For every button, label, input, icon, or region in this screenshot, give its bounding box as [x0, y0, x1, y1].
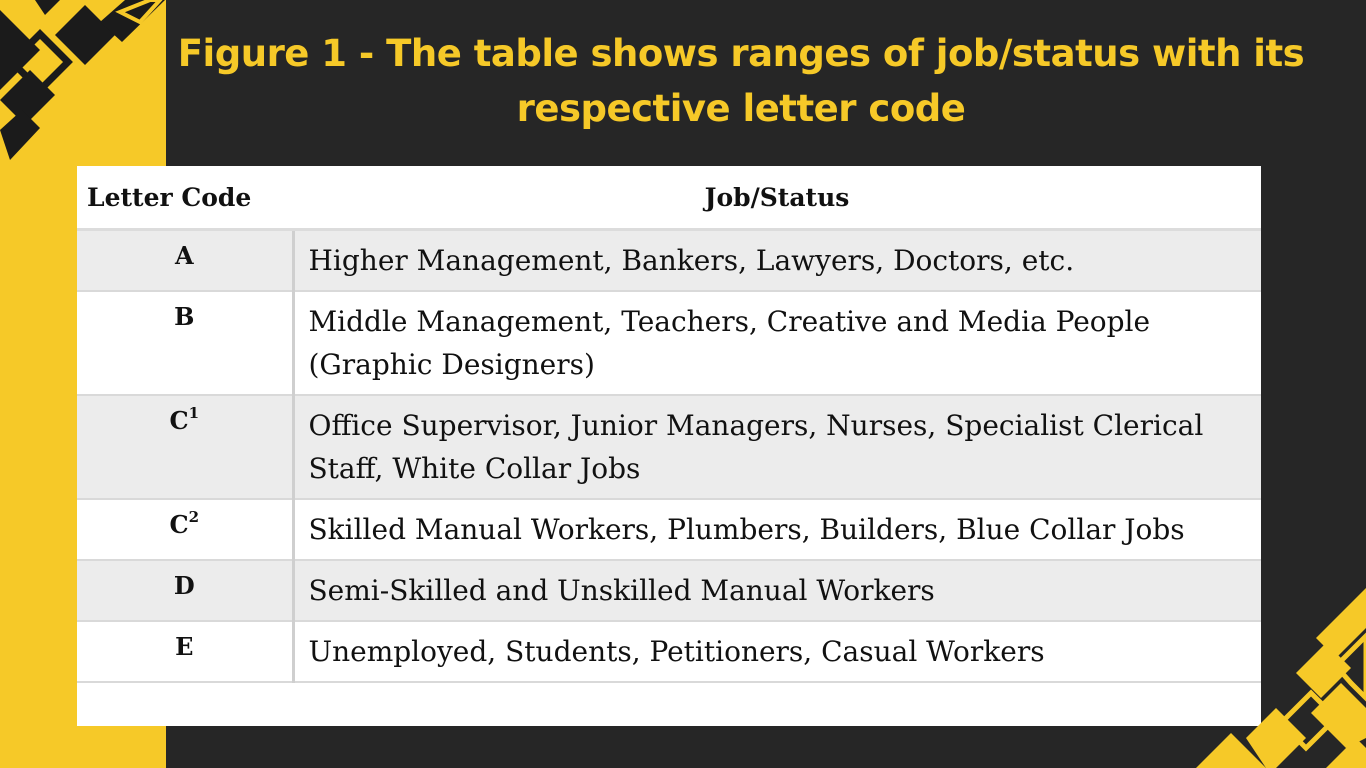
job-status-cell: Unemployed, Students, Petitioners, Casua…: [293, 621, 1261, 683]
geometric-decoration-top-left: [0, 0, 165, 160]
header-letter-code: Letter Code: [77, 166, 293, 231]
table-header-row: Letter Code Job/Status: [77, 166, 1261, 231]
job-status-cell: Office Supervisor, Junior Managers, Nurs…: [293, 395, 1261, 500]
header-job-status: Job/Status: [293, 166, 1261, 231]
job-status-cell: Higher Management, Bankers, Lawyers, Doc…: [293, 229, 1261, 292]
table-row: A Higher Management, Bankers, Lawyers, D…: [77, 229, 1261, 292]
letter-code-cell: B: [77, 291, 295, 396]
job-status-cell: Skilled Manual Workers, Plumbers, Builde…: [293, 499, 1261, 561]
table-row: D Semi-Skilled and Unskilled Manual Work…: [77, 560, 1261, 622]
table: Letter Code Job/Status A Higher Manageme…: [77, 166, 1261, 683]
letter-code-cell: D: [77, 560, 295, 622]
table-row: B Middle Management, Teachers, Creative …: [77, 291, 1261, 396]
job-status-cell: Semi-Skilled and Unskilled Manual Worker…: [293, 560, 1261, 622]
job-status-table: Letter Code Job/Status A Higher Manageme…: [77, 166, 1261, 726]
slide-title: Figure 1 - The table shows ranges of job…: [177, 32, 1305, 130]
letter-code-cell: E: [77, 621, 295, 683]
table-row: E Unemployed, Students, Petitioners, Cas…: [77, 621, 1261, 683]
geometric-decoration-bottom-right: [1196, 588, 1366, 768]
job-status-cell: Middle Management, Teachers, Creative an…: [293, 291, 1261, 396]
letter-code-cell: C2: [77, 499, 295, 561]
letter-code-cell: C1: [77, 395, 295, 500]
table-row: C2 Skilled Manual Workers, Plumbers, Bui…: [77, 499, 1261, 561]
letter-code-cell: A: [77, 229, 295, 292]
table-row: C1 Office Supervisor, Junior Managers, N…: [77, 395, 1261, 500]
